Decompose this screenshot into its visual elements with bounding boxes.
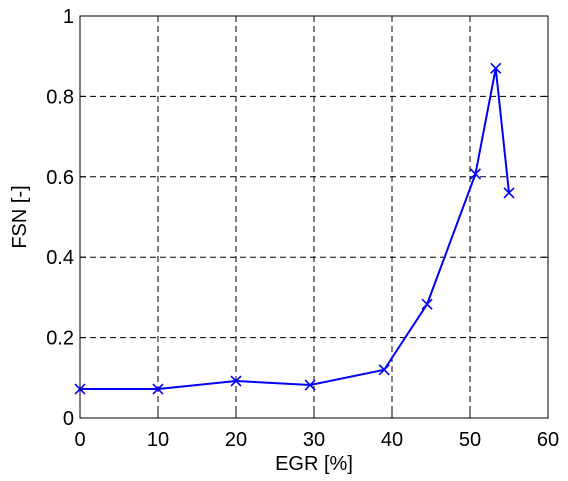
y-axis-label: FSN [-] (9, 185, 31, 248)
data-point-marker (490, 62, 502, 74)
data-point-marker (378, 364, 390, 376)
y-tick-label: 0.6 (46, 167, 74, 189)
x-tick-label: 10 (147, 429, 169, 451)
x-tick-label: 20 (225, 429, 247, 451)
x-tick-label: 50 (459, 429, 481, 451)
grid (80, 16, 548, 418)
y-tick-label: 1 (63, 6, 74, 28)
data-point-marker (152, 383, 164, 395)
x-tick-label: 60 (537, 429, 559, 451)
tick-marks (79, 15, 549, 419)
series-layer (74, 62, 515, 395)
x-tick-label: 30 (303, 429, 325, 451)
y-tick-label: 0.8 (46, 86, 74, 108)
y-tick-label: 0.2 (46, 328, 74, 350)
y-tick-label: 0 (63, 408, 74, 430)
data-point-marker (304, 379, 316, 391)
data-point-marker (421, 298, 433, 310)
x-tick-label: 40 (381, 429, 403, 451)
data-point-marker (469, 168, 482, 180)
x-tick-label: 0 (74, 429, 85, 451)
data-point-marker (503, 187, 515, 199)
x-axis-label: EGR [%] (275, 453, 353, 475)
tick-labels: 0 10 20 30 40 50 60 0 0.2 0.4 0.6 0.8 1 (46, 6, 559, 451)
data-point-marker (230, 375, 242, 387)
y-tick-label: 0.4 (46, 247, 74, 269)
